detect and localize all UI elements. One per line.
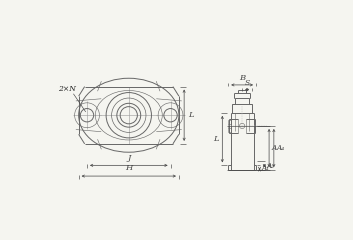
Text: A₄: A₄ [276,144,285,152]
Text: A₂: A₂ [267,162,275,170]
Text: B: B [239,74,245,82]
Text: A₁: A₁ [262,164,270,172]
Text: L: L [188,111,193,119]
Text: A: A [271,144,277,152]
Text: L: L [214,135,219,143]
Text: J: J [127,154,131,162]
Text: 2×N: 2×N [58,84,76,93]
Text: H: H [125,164,132,172]
Text: S: S [245,79,250,87]
